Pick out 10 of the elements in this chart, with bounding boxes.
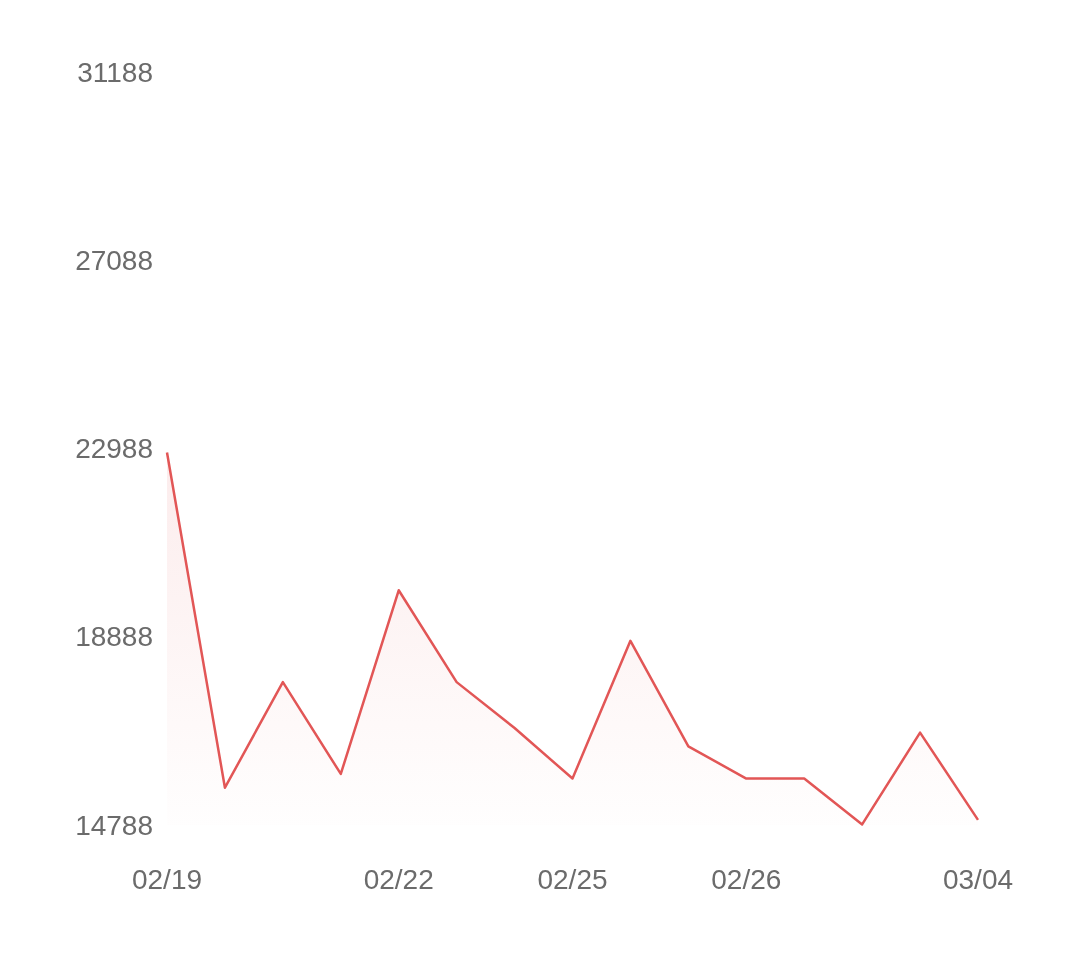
y-tick-label: 31188: [77, 56, 153, 88]
y-tick-label: 14788: [75, 809, 153, 841]
y-tick-label: 22988: [75, 433, 153, 464]
y-tick-label: 18888: [75, 621, 153, 653]
x-tick-label: 02/26: [711, 863, 782, 895]
x-tick-label: 02/19: [131, 863, 203, 895]
x-tick-label: 02/25: [537, 863, 608, 895]
x-tick-label: 03/04: [942, 863, 1014, 895]
x-tick-label: 02/22: [363, 863, 434, 895]
y-tick-label: 27088: [75, 244, 153, 276]
